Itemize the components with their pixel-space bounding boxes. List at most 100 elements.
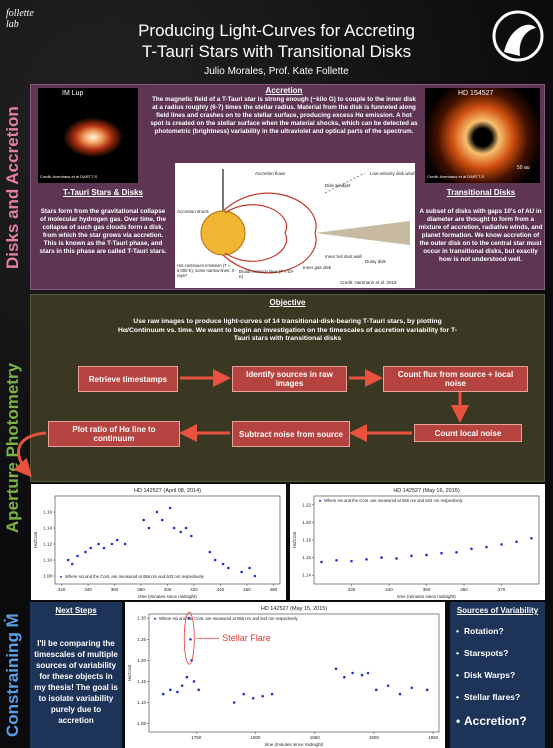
paragraph: Stars form from the gravitational collap…	[39, 208, 167, 255]
data-point	[343, 675, 346, 679]
data-point	[70, 562, 74, 566]
data-point	[66, 558, 70, 562]
x-tick-label: 330	[348, 587, 356, 592]
x-tick-label: 460	[243, 587, 251, 592]
y-tick-label: 1.10	[137, 700, 146, 705]
data-point	[232, 701, 236, 704]
bullet: •	[456, 714, 461, 728]
step: Retrieve timestamps	[78, 366, 178, 392]
data-point	[470, 547, 473, 551]
data-point	[192, 680, 196, 683]
x-tick-label: 340	[385, 587, 393, 592]
data-point	[197, 688, 201, 692]
bullet: •	[456, 670, 459, 680]
plot-title: HD 142527 (May 16, 2015)	[393, 488, 460, 494]
scale-label: 50 au	[517, 165, 530, 171]
plot: HD 142527 (May 15, 2015) 1750 1800 1850 1900…	[125, 602, 445, 748]
plot-title: HD 142527 (May 15, 2015)	[261, 606, 328, 612]
data-point	[240, 570, 243, 574]
list-item: • Accretion?	[456, 714, 527, 728]
image-credit: Credit: Avenhaus et al DARTT-S	[427, 174, 485, 179]
data-point	[485, 545, 488, 549]
image-label: IM Lup	[62, 90, 84, 97]
heading: Objective	[269, 298, 306, 307]
data-point	[386, 684, 390, 687]
diagram-label: Inner hot dust wall	[325, 254, 362, 259]
data-point	[366, 671, 370, 675]
x-tick-label: 370	[498, 587, 506, 592]
data-point	[123, 542, 127, 546]
data-point	[155, 510, 159, 514]
heading: T-Tauri Stars & Disks	[63, 188, 143, 197]
y-tick-label: 1.15	[137, 679, 146, 684]
annotation: Stellar Flare	[222, 633, 271, 643]
data-point	[84, 550, 87, 554]
logo: follette lab	[6, 8, 34, 30]
heading: Transitional Disks	[446, 188, 516, 197]
data-point	[425, 553, 428, 557]
annotation-ring	[183, 611, 195, 665]
y-axis-label: Hα/Cont	[127, 664, 132, 681]
list-item: • Stellar flares?	[456, 692, 521, 702]
bullet: •	[456, 692, 459, 702]
title-line: T-Tauri Stars with Transitional Disks	[141, 42, 412, 61]
diagram-label: Accretion flows	[255, 171, 286, 176]
x-tick-label: 340	[84, 587, 92, 592]
x-axis-label: time (minutes since midnight)	[265, 742, 324, 747]
diagram-credit: Credit: Hartmann et al. 2016	[340, 280, 397, 285]
data-point	[187, 616, 191, 620]
data-point	[395, 557, 398, 560]
x-tick-label: 480	[270, 587, 278, 592]
paragraph: A subset of disks with gaps 10's of AU i…	[418, 208, 543, 263]
diagram-label: Inner gas disk	[303, 265, 332, 270]
heading: Accretion	[265, 86, 303, 95]
data-point	[350, 559, 353, 563]
data-point	[179, 530, 183, 534]
x-tick-label: 1750	[191, 735, 202, 740]
data-point	[169, 688, 172, 692]
legend-text: Where Hα and the Cont. are measured at 6…	[324, 498, 463, 503]
data-point	[89, 546, 93, 550]
legend-marker	[319, 499, 321, 502]
data-point	[440, 551, 443, 555]
x-tick-label: 380	[137, 587, 145, 592]
logo-mark	[492, 10, 544, 62]
diagram-label: Disk wind/jet	[325, 183, 351, 188]
y-tick-label: 1.05	[137, 721, 146, 726]
list-item: • Rotation?	[456, 626, 504, 636]
section-label: Constraining Ṁ	[3, 613, 22, 737]
image-label: HD 154527	[458, 90, 494, 97]
diagram-label: Broad emission lines (T ≈ 10⁴ K)	[239, 269, 294, 279]
x-tick-label: 360	[111, 587, 119, 592]
data-point	[180, 684, 184, 687]
x-tick-label: 400	[164, 587, 172, 592]
diagram-label: Dusty disk	[365, 259, 387, 264]
data-point	[261, 694, 264, 698]
data-point	[227, 566, 230, 570]
data-point	[189, 637, 192, 641]
y-tick-label: 1.14	[43, 526, 52, 531]
authors: Julio Morales, Prof. Kate Follette	[204, 66, 349, 77]
y-tick-label: 1.22	[302, 502, 311, 507]
y-tick-label: 1.10	[43, 558, 52, 563]
step: Count local noise	[414, 424, 522, 442]
data-point	[515, 540, 518, 544]
heading: Sources of Variability	[456, 606, 539, 615]
plot-frame	[148, 613, 440, 733]
diagram-label: Low-velocity disk wind?	[370, 171, 415, 176]
data-point	[147, 526, 151, 530]
data-point	[335, 558, 338, 562]
list-item: • Starspots?	[456, 648, 509, 658]
data-point	[360, 673, 364, 677]
title: Producing Light-Curves for Accreting T-T…	[60, 20, 493, 62]
data-point	[248, 566, 251, 570]
data-point	[161, 692, 165, 696]
data-point	[76, 554, 79, 558]
x-tick-label: 1950	[428, 735, 439, 740]
legend-text: Where Hα and the Cont. are measured at 6…	[159, 616, 298, 621]
y-tick-label: 1.16	[302, 555, 311, 560]
paragraph: The magnetic field of a T-Tauri star is …	[150, 96, 418, 135]
plot-title: HD 142527 (April 08, 2014)	[134, 488, 201, 494]
data-point	[455, 551, 458, 554]
